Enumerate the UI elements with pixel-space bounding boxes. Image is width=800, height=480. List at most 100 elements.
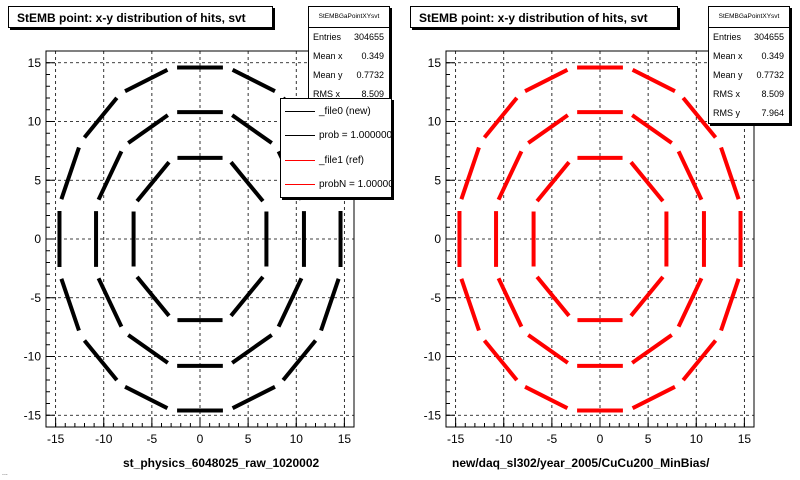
left-stats-name: StEMBGaPointXYsvt xyxy=(309,7,389,28)
ladder-hits-layer-3 xyxy=(631,68,676,94)
right-plot: -15 -10 -5 0 5 10 15 15 10 5 0 -5 -10 -15 xyxy=(424,50,755,446)
legend-line-red xyxy=(285,159,315,161)
ladder-hits-layer-3 xyxy=(124,68,169,94)
right-stats-row: Entries 304655 xyxy=(709,28,789,47)
y-tick-label: -5 xyxy=(30,291,41,305)
ladder-hits-layer-3 xyxy=(482,339,519,382)
ladder-hits-layer-1 xyxy=(629,160,665,203)
y-tick-label: 5 xyxy=(434,173,441,187)
stats-label: Entries xyxy=(313,32,342,42)
right-plot-title: StEMB point: x-y distribution of hits, s… xyxy=(410,6,678,28)
stats-value: 0.349 xyxy=(761,51,784,61)
ladder-hits-layer-3 xyxy=(524,68,569,94)
ladder-hits-layer-1 xyxy=(135,160,171,203)
legend-label: probN = 1.000000 xyxy=(319,179,392,191)
left-plot-title: StEMB point: x-y distribution of hits, s… xyxy=(8,6,273,28)
ladder-hits-layer-2 xyxy=(231,113,273,145)
x-tick-label: -15 xyxy=(47,432,65,446)
ladder-hits-layer-2 xyxy=(527,113,569,145)
ladder-hits-layer-3 xyxy=(59,278,81,332)
stats-value: 0.7732 xyxy=(756,70,784,80)
x-tick-label: 0 xyxy=(197,432,204,446)
y-tick-label: 5 xyxy=(34,173,41,187)
ladder-hits-layer-2 xyxy=(527,333,569,365)
x-tick-label: 0 xyxy=(597,432,604,446)
x-tick-label: -5 xyxy=(547,432,558,446)
stats-value: 0.7732 xyxy=(356,70,384,80)
x-tick-label: -10 xyxy=(495,432,513,446)
stats-label: RMS x xyxy=(713,89,740,99)
ladder-hits-layer-2 xyxy=(631,333,673,365)
ladder-hits-layer-2 xyxy=(276,277,304,328)
ladder-hits-layer-3 xyxy=(459,146,481,200)
ladder-hits-layer-3 xyxy=(719,146,741,200)
y-tick-label: 15 xyxy=(28,56,42,70)
left-stats-box: StEMBGaPointXYsvt Entries 304655 Mean x 0.… xyxy=(308,6,390,105)
ladder-hits-layer-1 xyxy=(229,275,265,318)
ladder-hits-layer-2 xyxy=(631,113,673,145)
y-tick-label: -10 xyxy=(24,350,42,364)
ladder-hits-layer-3 xyxy=(82,96,119,139)
x-tick-label: 15 xyxy=(338,432,352,446)
ladder-hits-layer-2 xyxy=(496,277,524,328)
ladder-hits-layer-3 xyxy=(681,96,718,139)
stats-label: Entries xyxy=(713,32,742,42)
ladder-hits-layer-3 xyxy=(82,339,119,382)
ladder-hits-layer-2 xyxy=(96,150,124,201)
y-tick-label: -15 xyxy=(24,408,42,422)
ladder-hits-layer-3 xyxy=(459,278,481,332)
stats-value: 8.509 xyxy=(361,89,384,99)
legend-line-red xyxy=(285,184,315,186)
right-stats-row: RMS x 8.509 xyxy=(709,85,789,104)
ladder-hits-layer-1 xyxy=(135,275,171,318)
legend-entry: _file1 (ref) xyxy=(281,148,391,173)
x-tick-label: -10 xyxy=(95,432,113,446)
legend-label: _file0 (new) xyxy=(319,105,371,117)
right-stats-name: StEMBGaPointXYsvt xyxy=(709,7,789,28)
ladder-hits-layer-3 xyxy=(319,278,341,332)
ladder-hits-layer-2 xyxy=(96,277,124,328)
x-tick-label: -15 xyxy=(447,432,465,446)
ladder-hits-layer-2 xyxy=(231,333,273,365)
ladder-hits-layer-2 xyxy=(127,113,169,145)
legend-line-black xyxy=(285,135,315,137)
ladder-hits-layer-3 xyxy=(59,146,81,200)
legend-entry: _file0 (new) xyxy=(281,99,391,124)
left-pad: -15 -10 -5 0 5 10 15 15 10 5 0 -5 -10 -15 StEMB point… xyxy=(8,6,392,470)
left-stats-row: Mean x 0.349 xyxy=(309,47,389,66)
ladder-hits-layer-2 xyxy=(676,277,704,328)
stats-value: 304655 xyxy=(753,32,784,42)
stats-label: RMS x xyxy=(313,89,340,99)
y-tick-label: -15 xyxy=(424,408,442,422)
legend-entry: probN = 1.000000 xyxy=(281,173,391,198)
left-stats-row: Entries 304655 xyxy=(309,28,389,47)
ladder-hits-layer-3 xyxy=(482,96,519,139)
left-stats-row: Mean y 0.7732 xyxy=(309,66,389,85)
ladder-hits-layer-3 xyxy=(231,68,276,94)
ladder-hits-layer-3 xyxy=(631,384,676,410)
legend-line-black xyxy=(285,110,315,112)
legend: _file0 (new) prob = 1.000000 _file1 (ref… xyxy=(280,98,392,198)
y-tick-label: 10 xyxy=(28,115,42,129)
ladder-hits-layer-3 xyxy=(124,384,169,410)
y-tick-label: 15 xyxy=(428,56,442,70)
ladder-hits-layer-1 xyxy=(229,160,265,203)
x-tick-label: 5 xyxy=(645,432,652,446)
stats-value: 304655 xyxy=(353,32,384,42)
stats-label: Mean y xyxy=(313,70,343,80)
y-tick-label: 0 xyxy=(434,232,441,246)
legend-label: prob = 1.000000 xyxy=(319,130,392,142)
y-tick-label: 10 xyxy=(428,115,442,129)
stats-label: Mean x xyxy=(713,51,743,61)
left-stats-row: RMS x 8.509 xyxy=(309,85,389,104)
left-x-axis-label: st_physics_6048025_raw_1020002 xyxy=(123,456,320,470)
ladder-hits-layer-1 xyxy=(535,275,571,318)
ladder-hits-layer-1 xyxy=(629,275,665,318)
ladder-hits-layer-1 xyxy=(535,160,571,203)
right-pad: -15 -10 -5 0 5 10 15 15 10 5 0 -5 -10 -15 StEMB point… xyxy=(400,0,800,480)
x-tick-label: 15 xyxy=(738,432,752,446)
ladder-hits-layer-3 xyxy=(681,339,718,382)
right-x-axis-label: new/daq_sl302/year_2005/CuCu200_MinBias/ xyxy=(452,456,710,470)
stats-value: 8.509 xyxy=(761,89,784,99)
legend-label: _file1 (ref) xyxy=(319,154,365,166)
